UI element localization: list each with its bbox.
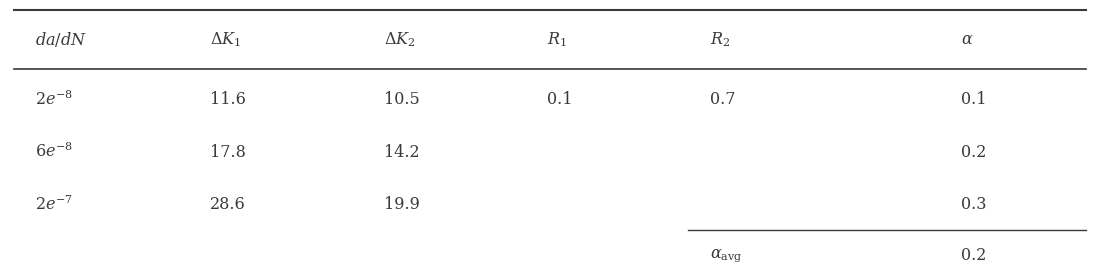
Text: $6e^{-8}$: $6e^{-8}$ [35, 143, 73, 161]
Text: $\Delta K_2$: $\Delta K_2$ [384, 30, 416, 49]
Text: 0.7: 0.7 [710, 91, 736, 108]
Text: 17.8: 17.8 [210, 144, 245, 161]
Text: 0.2: 0.2 [961, 144, 986, 161]
Text: $R_2$: $R_2$ [710, 30, 731, 49]
Text: 0.1: 0.1 [961, 91, 986, 108]
Text: 10.5: 10.5 [384, 91, 419, 108]
Text: 0.3: 0.3 [961, 196, 986, 213]
Text: 28.6: 28.6 [210, 196, 245, 213]
Text: 14.2: 14.2 [384, 144, 419, 161]
Text: $\Delta K_1$: $\Delta K_1$ [210, 30, 241, 49]
Text: $2e^{-8}$: $2e^{-8}$ [35, 90, 73, 109]
Text: 0.1: 0.1 [547, 91, 572, 108]
Text: 0.2: 0.2 [961, 247, 986, 264]
Text: $\alpha_{\mathrm{avg}}$: $\alpha_{\mathrm{avg}}$ [710, 247, 743, 264]
Text: $2e^{-7}$: $2e^{-7}$ [35, 195, 73, 214]
Text: $R_1$: $R_1$ [547, 30, 567, 49]
Text: 11.6: 11.6 [210, 91, 245, 108]
Text: $da/dN$: $da/dN$ [35, 30, 88, 49]
Text: 19.9: 19.9 [384, 196, 420, 213]
Text: $\alpha$: $\alpha$ [961, 31, 973, 48]
